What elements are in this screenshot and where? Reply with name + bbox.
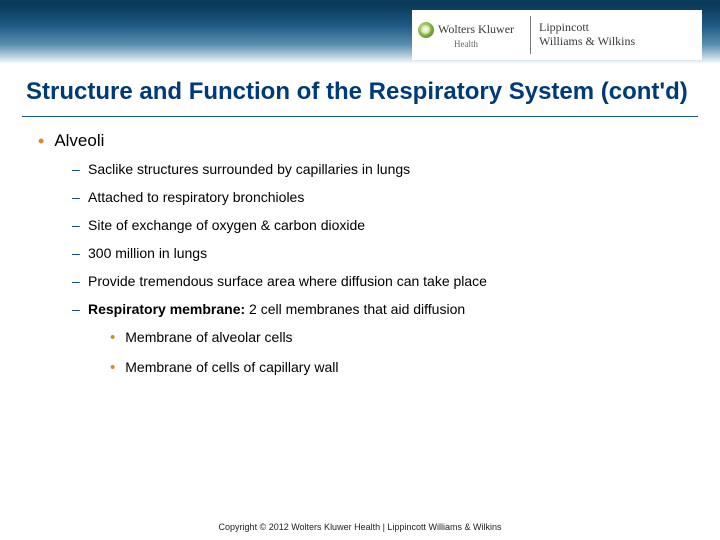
- lvl2-text: Site of exchange of oxygen & carbon diox…: [88, 217, 365, 233]
- wk-name: Wolters Kluwer: [438, 22, 514, 37]
- wolters-kluwer-logo: Wolters Kluwer Health: [418, 22, 514, 49]
- list-item: • Membrane of cells of capillary wall: [110, 359, 690, 377]
- slide-title: Structure and Function of the Respirator…: [0, 64, 720, 114]
- list-item: – Attached to respiratory bronchioles: [72, 189, 690, 205]
- lww-line2: Williams & Wilkins: [539, 35, 635, 49]
- list-item: • Alveoli: [38, 131, 690, 151]
- dash-icon: –: [72, 189, 88, 205]
- bullet-icon: •: [110, 329, 115, 347]
- list-item: • Membrane of alveolar cells: [110, 329, 690, 347]
- lvl2-text: Respiratory membrane: 2 cell membranes t…: [88, 301, 465, 317]
- bullet-icon: •: [110, 359, 115, 377]
- dash-icon: –: [72, 273, 88, 289]
- list-item: – Saclike structures surrounded by capil…: [72, 161, 690, 177]
- lvl2-bold-rest: 2 cell membranes that aid diffusion: [245, 301, 465, 317]
- dash-icon: –: [72, 245, 88, 261]
- slide-content: • Alveoli – Saclike structures surrounde…: [0, 117, 720, 377]
- wk-globe-icon: [418, 22, 434, 38]
- wk-subtitle: Health: [454, 39, 478, 49]
- lvl2-text: Attached to respiratory bronchioles: [88, 189, 304, 205]
- dash-icon: –: [72, 301, 88, 317]
- logo-divider: [530, 16, 531, 54]
- lvl2-bold-label: Respiratory membrane:: [88, 301, 245, 317]
- header-band: Wolters Kluwer Health Lippincott William…: [0, 0, 720, 64]
- copyright-footer: Copyright © 2012 Wolters Kluwer Health |…: [0, 522, 720, 532]
- lvl2-text: Saclike structures surrounded by capilla…: [88, 161, 410, 177]
- bullet-icon: •: [38, 131, 44, 151]
- list-item: – Site of exchange of oxygen & carbon di…: [72, 217, 690, 233]
- list-item: – Respiratory membrane: 2 cell membranes…: [72, 301, 690, 317]
- lww-line1: Lippincott: [539, 21, 635, 35]
- lvl2-text: Provide tremendous surface area where di…: [88, 273, 487, 289]
- lvl2-text: 300 million in lungs: [88, 245, 207, 261]
- list-item: – 300 million in lungs: [72, 245, 690, 261]
- list-item: – Provide tremendous surface area where …: [72, 273, 690, 289]
- lvl3-text: Membrane of cells of capillary wall: [125, 359, 338, 377]
- dash-icon: –: [72, 161, 88, 177]
- publisher-logo-block: Wolters Kluwer Health Lippincott William…: [412, 10, 702, 60]
- lvl3-text: Membrane of alveolar cells: [125, 329, 292, 347]
- lww-logo: Lippincott Williams & Wilkins: [539, 21, 635, 49]
- lvl1-text: Alveoli: [54, 131, 104, 151]
- dash-icon: –: [72, 217, 88, 233]
